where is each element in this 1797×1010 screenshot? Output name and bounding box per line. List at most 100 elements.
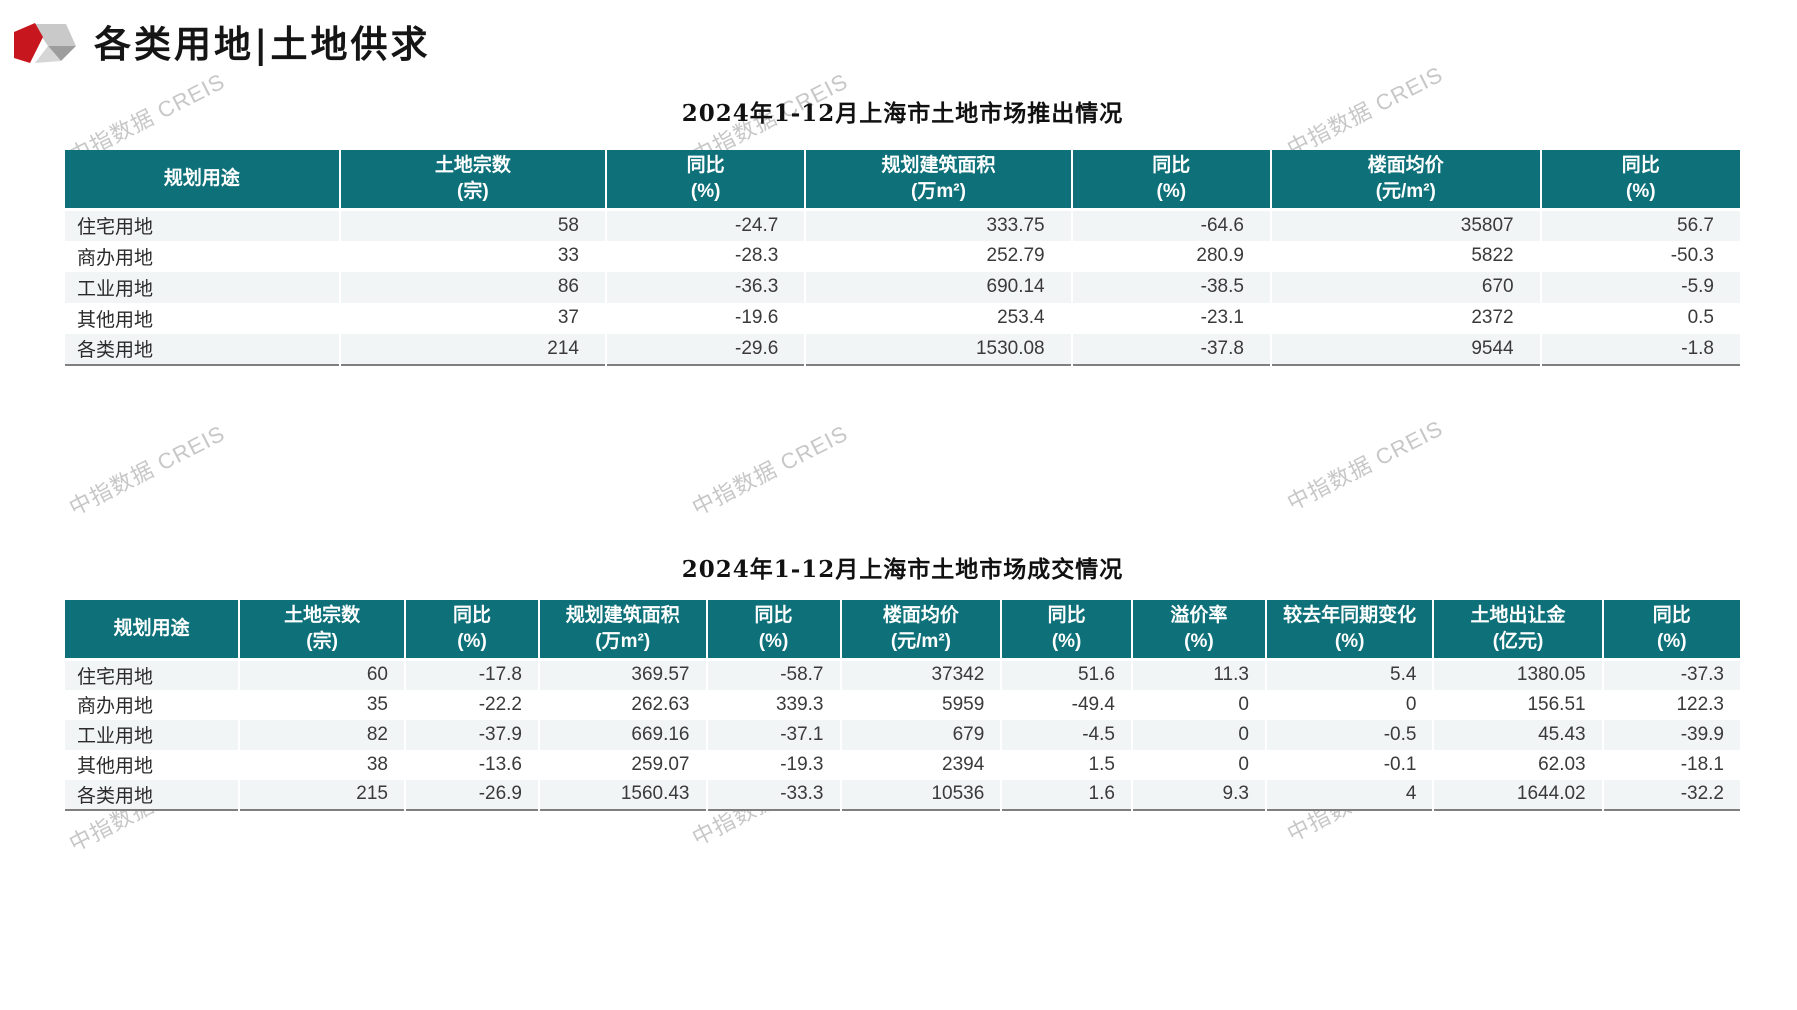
table-cell: 669.16 <box>539 719 708 750</box>
table-cell: 280.9 <box>1071 240 1272 272</box>
row-label: 其他用地 <box>65 302 341 334</box>
table-row: 工业用地 82 -37.9 669.16 -37.1 679 -4.5 0 -0.5 45.43 -… <box>65 719 1740 750</box>
table-cell: -26.9 <box>405 779 540 810</box>
table-cell: 5822 <box>1270 240 1542 272</box>
table-cell: -18.1 <box>1680 753 1724 775</box>
table-cell: -23.1 <box>1071 302 1272 334</box>
table-cell: 262.63 <box>539 689 708 720</box>
table-cell: 58 <box>339 209 608 241</box>
table-cell: 37 <box>339 302 608 334</box>
table-cell: -37.8 <box>1071 333 1272 365</box>
page-title: 各类用地|土地供求 <box>94 21 431 66</box>
table-cell: 252.79 <box>805 240 1073 272</box>
table-cell: 62.03 <box>1433 749 1604 780</box>
table-cell: 86 <box>339 271 608 303</box>
table-cell: 333.75 <box>805 209 1073 241</box>
table-cell: -37.1 <box>706 719 842 750</box>
table-cell: -24.7 <box>606 209 807 241</box>
table-cell: 11.3 <box>1131 659 1267 690</box>
table-row: 住宅用地 60 -17.8 369.57 -58.7 37342 51.6 11.3 5.4 13… <box>65 659 1740 690</box>
table-cell: -17.8 <box>405 659 540 690</box>
column-header: 规划用途 <box>65 600 241 661</box>
row-label: 商办用地 <box>65 240 341 272</box>
table-cell: 0.5 <box>1687 307 1714 328</box>
watermark: 中指数据 CREIS <box>65 420 230 521</box>
table-row: 住宅用地 58 -24.7 333.75 -64.6 35807 56.7 <box>65 209 1740 241</box>
table-cell: 9544 <box>1270 333 1542 365</box>
table-row: 商办用地 33 -28.3 252.79 280.9 5822 -50.3 <box>65 240 1740 272</box>
table-cell: 82 <box>239 719 406 750</box>
table-cell: 37342 <box>840 659 1003 690</box>
table-cell: -58.7 <box>706 659 842 690</box>
table-cell: 35807 <box>1270 209 1542 241</box>
table-cell: 369.57 <box>539 659 708 690</box>
table-cell: 1380.05 <box>1433 659 1604 690</box>
table-cell: 214 <box>339 333 608 365</box>
transaction-table-title: 2024年1-12月上海市土地市场成交情况 <box>681 556 1124 583</box>
table-cell: -64.6 <box>1071 209 1272 241</box>
table-row: 其他用地 37 -19.6 253.4 -23.1 2372 0.5 <box>65 302 1740 334</box>
column-header: 规划建筑面积 (万m²) <box>805 150 1073 211</box>
table-cell: 2394 <box>840 749 1003 780</box>
table-cell: 10536 <box>840 779 1003 810</box>
table-cell: -13.6 <box>405 749 540 780</box>
table-cell: -1.8 <box>1681 337 1714 359</box>
column-header: 同比 (%) <box>405 600 540 661</box>
table-cell: -0.5 <box>1265 719 1435 750</box>
table-cell: 679 <box>840 719 1003 750</box>
creis-logo-icon <box>14 20 76 68</box>
table-cell: 56.7 <box>1677 214 1714 236</box>
table-cell: -29.6 <box>606 333 807 365</box>
table-cell: -22.2 <box>405 689 540 720</box>
row-label: 住宅用地 <box>65 659 241 690</box>
column-header: 同比 (%) <box>1602 600 1740 661</box>
table-cell: -19.6 <box>606 302 807 334</box>
table-cell: 45.43 <box>1433 719 1604 750</box>
table-cell: 60 <box>239 659 406 690</box>
table-cell: -38.5 <box>1071 271 1272 303</box>
table-cell: 51.6 <box>1001 659 1133 690</box>
header-row: 规划用途 土地宗数 (宗) 同比 (%) 规划建筑面积 (万m²) 同比 (%) 楼面均价… <box>65 150 1740 211</box>
land-transaction-table: 规划用途 土地宗数 (宗) 同比 (%) 规划建筑面积 (万m²) 同比 (%) 楼面均价… <box>65 600 1740 811</box>
table-row: 工业用地 86 -36.3 690.14 -38.5 670 -5.9 <box>65 271 1740 303</box>
table-cell: -36.3 <box>606 271 807 303</box>
table-cell: 1530.08 <box>805 333 1073 365</box>
column-header: 楼面均价 (元/m²) <box>840 600 1003 661</box>
table-cell: 0 <box>1131 719 1267 750</box>
table-cell: 33 <box>339 240 608 272</box>
table-cell: -0.1 <box>1265 749 1435 780</box>
table-row: 商办用地 35 -22.2 262.63 339.3 5959 -49.4 0 0 156.51 1… <box>65 689 1740 720</box>
table-cell: 259.07 <box>539 749 708 780</box>
table-cell: -33.3 <box>706 779 842 810</box>
table-cell: 0 <box>1131 689 1267 720</box>
table-cell: 9.3 <box>1131 779 1267 810</box>
page-header: 各类用地|土地供求 <box>14 20 430 68</box>
table-row: 其他用地 38 -13.6 259.07 -19.3 2394 1.5 0 -0.1 62.03 -… <box>65 749 1740 780</box>
table-cell: 2372 <box>1270 302 1542 334</box>
table-cell: 5959 <box>840 689 1003 720</box>
column-header: 土地出让金 (亿元) <box>1433 600 1604 661</box>
table-cell: 4 <box>1265 779 1435 810</box>
row-label: 各类用地 <box>65 779 241 810</box>
table-cell: 1.5 <box>1001 749 1133 780</box>
table-cell: -50.3 <box>1670 245 1714 266</box>
table-cell: 670 <box>1270 271 1542 303</box>
column-header: 土地宗数 (宗) <box>339 150 608 211</box>
table-cell: 122.3 <box>1676 693 1724 715</box>
table-cell: 339.3 <box>706 689 842 720</box>
row-label: 各类用地 <box>65 333 341 365</box>
column-header: 规划用途 <box>65 150 341 211</box>
land-supply-table: 规划用途 土地宗数 (宗) 同比 (%) 规划建筑面积 (万m²) 同比 (%) 楼面均价… <box>65 150 1740 366</box>
supply-table-title: 2024年1-12月上海市土地市场推出情况 <box>681 100 1124 127</box>
table-cell: -32.2 <box>1680 783 1724 804</box>
table-cell: 1560.43 <box>539 779 708 810</box>
table-cell: -19.3 <box>706 749 842 780</box>
row-label: 工业用地 <box>65 271 341 303</box>
table-cell: 1644.02 <box>1433 779 1604 810</box>
table-cell: -5.9 <box>1681 276 1714 297</box>
row-label: 住宅用地 <box>65 209 341 241</box>
table-cell: 38 <box>239 749 406 780</box>
column-header: 土地宗数 (宗) <box>239 600 406 661</box>
table-cell: 1.6 <box>1001 779 1133 810</box>
table-row: 各类用地 214 -29.6 1530.08 -37.8 9544 -1.8 <box>65 333 1740 365</box>
